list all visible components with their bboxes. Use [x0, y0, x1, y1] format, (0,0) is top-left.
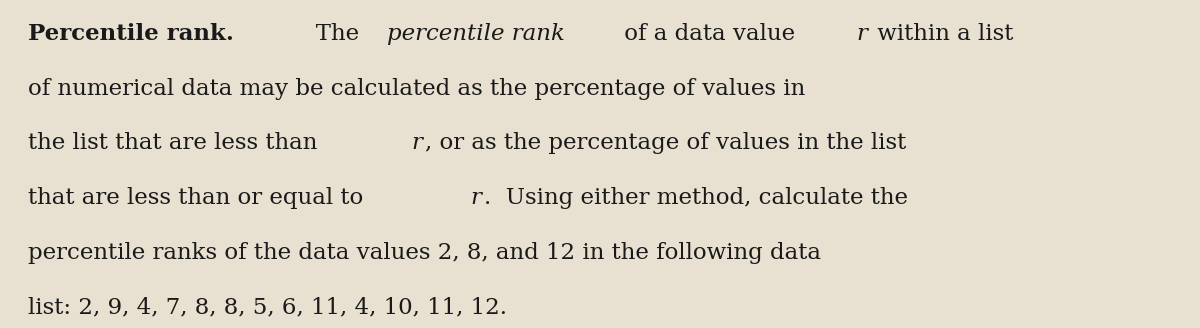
Text: r: r	[412, 133, 422, 154]
Text: list: 2, 9, 4, 7, 8, 8, 5, 6, 11, 4, 10, 11, 12.: list: 2, 9, 4, 7, 8, 8, 5, 6, 11, 4, 10,…	[29, 296, 508, 318]
Text: r: r	[470, 187, 481, 209]
Text: Percentile rank.: Percentile rank.	[29, 23, 234, 45]
Text: within a list: within a list	[870, 23, 1014, 45]
Text: of a data value: of a data value	[617, 23, 803, 45]
Text: that are less than or equal to: that are less than or equal to	[29, 187, 371, 209]
Text: percentile ranks of the data values 2, 8, and 12 in the following data: percentile ranks of the data values 2, 8…	[29, 241, 821, 264]
Text: .  Using either method, calculate the: . Using either method, calculate the	[485, 187, 908, 209]
Text: r: r	[856, 23, 868, 45]
Text: The: The	[294, 23, 366, 45]
Text: percentile rank: percentile rank	[388, 23, 565, 45]
Text: , or as the percentage of values in the list: , or as the percentage of values in the …	[425, 133, 906, 154]
Text: the list that are less than: the list that are less than	[29, 133, 325, 154]
Text: of numerical data may be calculated as the percentage of values in: of numerical data may be calculated as t…	[29, 78, 805, 100]
